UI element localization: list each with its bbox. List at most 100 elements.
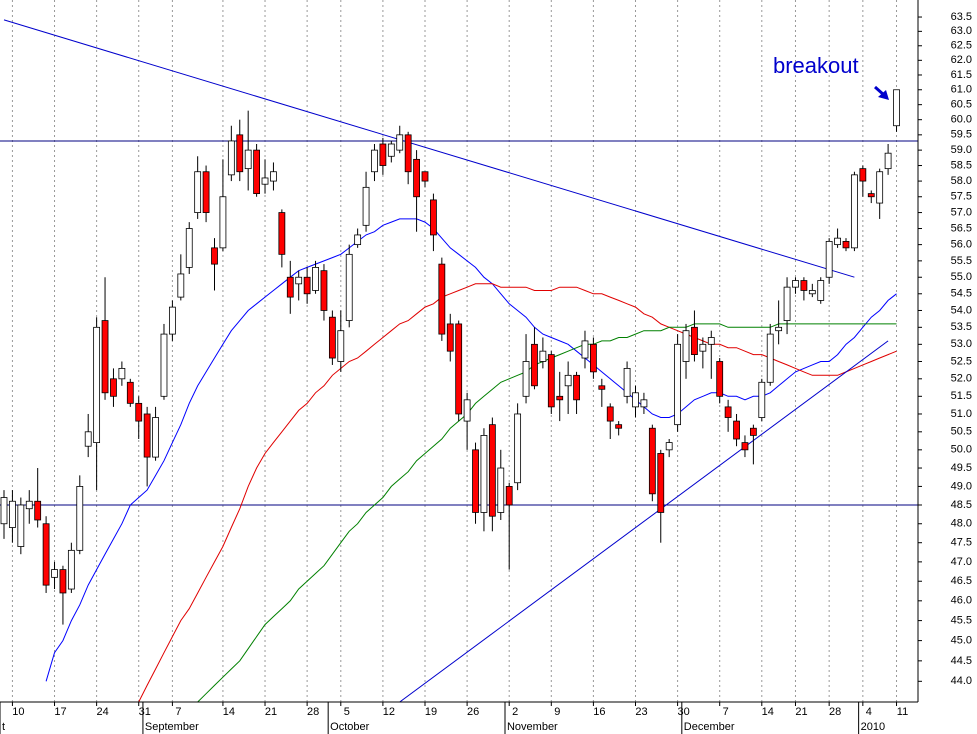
x-tick-label: 12	[383, 706, 395, 718]
candle-body	[547, 354, 555, 408]
candle-body	[556, 395, 564, 401]
candle-body	[472, 449, 479, 513]
candle-body	[42, 523, 50, 586]
candle-body	[295, 276, 303, 285]
candle-body	[876, 171, 884, 204]
candle-body	[682, 330, 690, 362]
moving-average	[197, 323, 897, 702]
x-tick-label: 7	[175, 706, 181, 718]
candle-body	[598, 385, 606, 390]
candle-body	[648, 427, 656, 495]
candle-body	[278, 212, 286, 255]
y-tick-label: 54.5	[951, 288, 972, 300]
y-tick-label: 59.0	[951, 144, 972, 156]
x-tick-label: 2	[512, 706, 518, 718]
y-tick-label: 46.5	[951, 575, 972, 587]
y-tick-label: 51.5	[951, 390, 972, 402]
y-tick-label: 49.5	[951, 462, 972, 474]
y-tick-label: 55.5	[951, 255, 972, 267]
x-tick-label: 30	[677, 706, 689, 718]
y-tick-label: 49.0	[951, 480, 972, 492]
candle-body	[227, 140, 235, 176]
candle-body	[261, 177, 269, 185]
candle-body	[758, 381, 766, 418]
candle-body	[564, 374, 572, 387]
annotation: breakout	[773, 53, 859, 78]
candle-body	[211, 247, 218, 265]
candle-body	[573, 374, 580, 401]
x-tick-label: 9	[554, 706, 560, 718]
x-tick-label: 14	[762, 706, 774, 718]
candle-body	[202, 171, 210, 213]
trend-line	[399, 340, 889, 702]
x-tick-label: 16	[593, 706, 605, 718]
y-tick-label: 51.0	[951, 408, 972, 420]
y-tick-label: 47.5	[951, 537, 972, 549]
candle-body	[640, 399, 648, 408]
y-tick-label: 60.5	[951, 99, 972, 111]
candle-body	[749, 427, 757, 436]
y-tick-label: 57.5	[951, 191, 972, 203]
candle-body	[867, 193, 875, 198]
candle-body	[160, 333, 168, 397]
candle-body	[859, 168, 867, 182]
y-tick-label: 52.5	[951, 355, 972, 367]
candle-body	[531, 343, 538, 387]
candle-body	[716, 361, 724, 397]
candle-body	[699, 343, 707, 352]
candle-body	[59, 569, 67, 594]
candle-body	[808, 290, 816, 295]
candle-body	[320, 270, 328, 311]
candle-body	[194, 171, 202, 213]
x-tick-label: 28	[829, 706, 841, 718]
grid	[11, 0, 898, 702]
annotation-arrow	[874, 85, 889, 100]
candle-body	[337, 330, 345, 362]
candle-body	[17, 504, 25, 547]
y-tick-label: 61.0	[951, 84, 972, 96]
candle-body	[615, 424, 623, 429]
y-tick-label: 62.5	[951, 40, 972, 52]
candle-body	[67, 549, 75, 590]
y-tick-label: 56.0	[951, 239, 972, 251]
candle-body	[185, 228, 193, 268]
x-tick-label: 14	[223, 706, 235, 718]
candle-body	[581, 340, 589, 359]
x-tick-label: 11	[897, 706, 908, 718]
month-label: November	[507, 721, 558, 733]
x-tick-label: 5	[344, 706, 350, 718]
candle-body	[34, 500, 42, 521]
plot-area	[0, 19, 918, 702]
candle-body	[691, 326, 698, 355]
candle-body	[152, 417, 159, 458]
candle-body	[834, 237, 841, 246]
candle-body	[674, 343, 681, 426]
x-tick-label: 21	[265, 706, 277, 718]
candle-body	[9, 500, 16, 528]
candle-body	[110, 378, 117, 397]
candle-body	[539, 350, 547, 362]
x-tick-label: 24	[96, 706, 108, 718]
candle-body	[93, 326, 101, 444]
month-label: December	[684, 721, 735, 733]
x-tick-label: 10	[12, 706, 24, 718]
candle-body	[884, 152, 892, 170]
y-tick-label: 44.0	[951, 675, 972, 687]
candle-body	[371, 149, 378, 173]
y-tick-label: 59.5	[951, 129, 972, 141]
candle-body	[480, 435, 488, 513]
y-tick-label: 58.0	[951, 175, 972, 187]
candle-body	[253, 149, 261, 195]
candle-body	[724, 406, 732, 418]
y-tick-label: 57.0	[951, 206, 972, 218]
candle-body	[177, 273, 185, 298]
x-tick-label: 28	[307, 706, 319, 718]
candle-body	[522, 361, 530, 397]
candle-body	[514, 413, 522, 484]
y-tick-label: 44.5	[951, 655, 972, 667]
candle-body	[362, 186, 370, 226]
y-tick-label: 50.0	[951, 444, 972, 456]
candle-body	[590, 343, 597, 373]
candle-body	[430, 199, 437, 236]
candle-body	[345, 253, 353, 321]
